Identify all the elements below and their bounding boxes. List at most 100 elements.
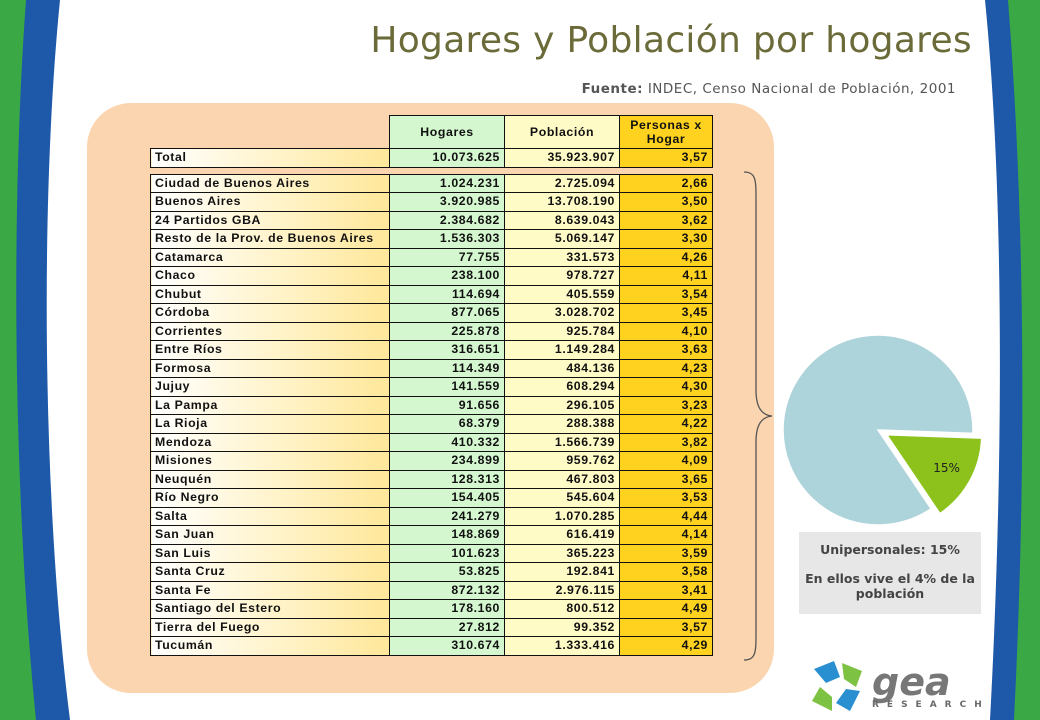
row-hogares: 148.869 xyxy=(389,525,505,545)
row-pxh: 3,53 xyxy=(619,488,713,508)
row-pxh: 3,57 xyxy=(619,617,713,637)
row-hogares: 53.825 xyxy=(389,562,505,582)
pie-slice-unipersonales xyxy=(885,434,983,515)
row-hogares: 114.349 xyxy=(389,358,505,378)
row-name: La Rioja xyxy=(150,414,390,434)
header-hogares: Hogares xyxy=(389,115,505,149)
row-name: Tierra del Fuego xyxy=(150,617,390,637)
table-row: Santa Fe 872.132 2.976.115 3,41 xyxy=(150,580,713,600)
header-blank-cell xyxy=(151,116,390,149)
row-hogares: 114.694 xyxy=(389,284,505,304)
row-poblacion: 35.923.907 xyxy=(504,148,620,168)
row-hogares: 10.073.625 xyxy=(389,148,505,168)
row-name: Buenos Aires xyxy=(150,192,390,212)
row-name: Resto de la Prov. de Buenos Aires xyxy=(150,229,390,249)
row-hogares: 234.899 xyxy=(389,451,505,471)
row-poblacion: 331.573 xyxy=(504,247,620,267)
row-name: 24 Partidos GBA xyxy=(150,210,390,230)
row-pxh: 4,44 xyxy=(619,506,713,526)
row-pxh: 3,58 xyxy=(619,562,713,582)
row-name: Catamarca xyxy=(150,247,390,267)
row-pxh: 4,10 xyxy=(619,321,713,341)
row-hogares: 241.279 xyxy=(389,506,505,526)
curly-brace xyxy=(743,171,773,661)
header-poblacion: Población xyxy=(504,115,620,149)
pie-caption-line1: Unipersonales: 15% xyxy=(820,542,960,557)
row-poblacion: 288.388 xyxy=(504,414,620,434)
table-row: Santiago del Estero 178.160 800.512 4,49 xyxy=(150,599,713,619)
table-row: Buenos Aires 3.920.985 13.708.190 3,50 xyxy=(150,192,713,212)
row-pxh: 3,59 xyxy=(619,543,713,563)
row-poblacion: 365.223 xyxy=(504,543,620,563)
row-poblacion: 8.639.043 xyxy=(504,210,620,230)
row-name: Total xyxy=(150,148,390,168)
row-poblacion: 545.604 xyxy=(504,488,620,508)
gap-cell xyxy=(504,166,620,175)
table-row: San Juan 148.869 616.419 4,14 xyxy=(150,525,713,545)
row-poblacion: 978.727 xyxy=(504,266,620,286)
table-row: La Pampa 91.656 296.105 3,23 xyxy=(150,395,713,415)
row-hogares: 68.379 xyxy=(389,414,505,434)
row-name: Neuquén xyxy=(150,469,390,489)
row-poblacion: 3.028.702 xyxy=(504,303,620,323)
header-personas-x-hogar: Personas x Hogar xyxy=(619,115,713,149)
table-row: Chaco 238.100 978.727 4,11 xyxy=(150,266,713,286)
table-row: Mendoza 410.332 1.566.739 3,82 xyxy=(150,432,713,452)
row-name: La Pampa xyxy=(150,395,390,415)
pie-slice-label: 15% xyxy=(933,461,960,475)
row-hogares: 316.651 xyxy=(389,340,505,360)
pie-chart: 15% xyxy=(782,334,983,526)
row-poblacion: 13.708.190 xyxy=(504,192,620,212)
row-pxh: 4,23 xyxy=(619,358,713,378)
row-pxh: 3,41 xyxy=(619,580,713,600)
row-hogares: 877.065 xyxy=(389,303,505,323)
table-row: La Rioja 68.379 288.388 4,22 xyxy=(150,414,713,434)
table-header-row: Hogares Población Personas x Hogar xyxy=(151,115,713,149)
row-poblacion: 616.419 xyxy=(504,525,620,545)
row-pxh: 3,62 xyxy=(619,210,713,230)
table-row: Tucumán 310.674 1.333.416 4,29 xyxy=(150,636,713,656)
row-pxh: 3,45 xyxy=(619,303,713,323)
row-pxh: 4,49 xyxy=(619,599,713,619)
row-name: Santa Cruz xyxy=(150,562,390,582)
table-gap-row xyxy=(150,166,713,175)
table-row: 24 Partidos GBA 2.384.682 8.639.043 3,62 xyxy=(150,210,713,230)
row-hogares: 1.536.303 xyxy=(389,229,505,249)
row-hogares: 91.656 xyxy=(389,395,505,415)
row-name: Chubut xyxy=(150,284,390,304)
row-name: Misiones xyxy=(150,451,390,471)
row-poblacion: 800.512 xyxy=(504,599,620,619)
gap-cell xyxy=(150,166,390,175)
page-title: Hogares y Población por hogares xyxy=(370,20,972,61)
gea-logo-text: gea xyxy=(872,660,951,704)
row-poblacion: 192.841 xyxy=(504,562,620,582)
row-poblacion: 484.136 xyxy=(504,358,620,378)
table-row: Misiones 234.899 959.762 4,09 xyxy=(150,451,713,471)
gap-cell xyxy=(619,166,713,175)
row-hogares: 128.313 xyxy=(389,469,505,489)
row-poblacion: 405.559 xyxy=(504,284,620,304)
row-pxh: 2,66 xyxy=(619,173,713,193)
row-poblacion: 959.762 xyxy=(504,451,620,471)
row-hogares: 410.332 xyxy=(389,432,505,452)
table-row: Formosa 114.349 484.136 4,23 xyxy=(150,358,713,378)
table-row: Salta 241.279 1.070.285 4,44 xyxy=(150,506,713,526)
gea-logo-subtext: RESEARCH xyxy=(872,700,990,710)
row-hogares: 310.674 xyxy=(389,636,505,656)
pie-caption-line2: En ellos vive el 4% de la población xyxy=(805,571,975,601)
row-poblacion: 467.803 xyxy=(504,469,620,489)
table-row: Jujuy 141.559 608.294 4,30 xyxy=(150,377,713,397)
row-pxh: 3,50 xyxy=(619,192,713,212)
row-pxh: 4,14 xyxy=(619,525,713,545)
row-poblacion: 5.069.147 xyxy=(504,229,620,249)
table-row: Santa Cruz 53.825 192.841 3,58 xyxy=(150,562,713,582)
row-pxh: 3,63 xyxy=(619,340,713,360)
row-pxh: 4,30 xyxy=(619,377,713,397)
row-poblacion: 296.105 xyxy=(504,395,620,415)
table-row: Corrientes 225.878 925.784 4,10 xyxy=(150,321,713,341)
row-name: Corrientes xyxy=(150,321,390,341)
row-pxh: 4,09 xyxy=(619,451,713,471)
row-hogares: 225.878 xyxy=(389,321,505,341)
gap-cell xyxy=(389,166,505,175)
row-pxh: 4,11 xyxy=(619,266,713,286)
